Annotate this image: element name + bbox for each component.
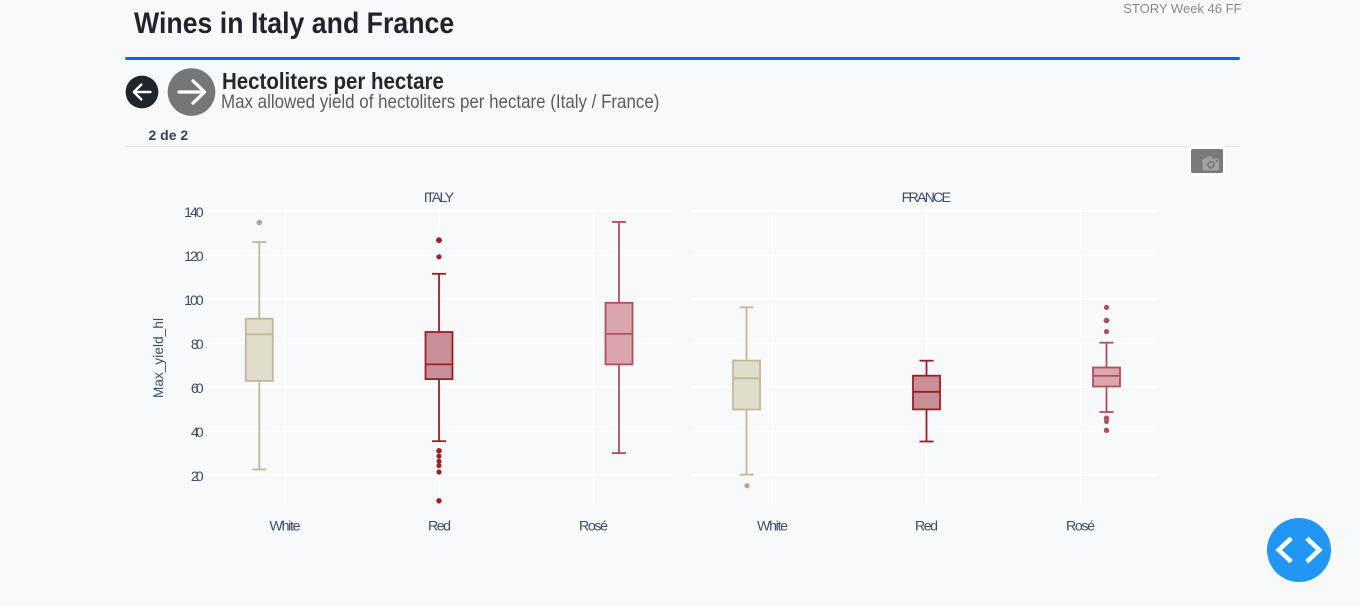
svg-text:60: 60 <box>191 381 204 397</box>
svg-text:ITALY: ITALY <box>424 190 455 206</box>
svg-text:FRANCE: FRANCE <box>902 190 951 206</box>
svg-text:20: 20 <box>191 469 204 485</box>
svg-text:White: White <box>270 518 301 534</box>
svg-text:80: 80 <box>191 337 204 353</box>
svg-text:White: White <box>757 518 788 534</box>
svg-text:140: 140 <box>184 205 204 221</box>
svg-text:Red: Red <box>428 518 451 534</box>
svg-text:Rosé: Rosé <box>579 518 608 534</box>
svg-text:Red: Red <box>915 518 938 534</box>
svg-text:Max_yield_hl: Max_yield_hl <box>151 318 166 398</box>
svg-text:120: 120 <box>184 249 204 265</box>
svg-text:Rosé: Rosé <box>1066 518 1095 534</box>
svg-text:100: 100 <box>184 293 204 309</box>
svg-text:40: 40 <box>191 425 204 441</box>
